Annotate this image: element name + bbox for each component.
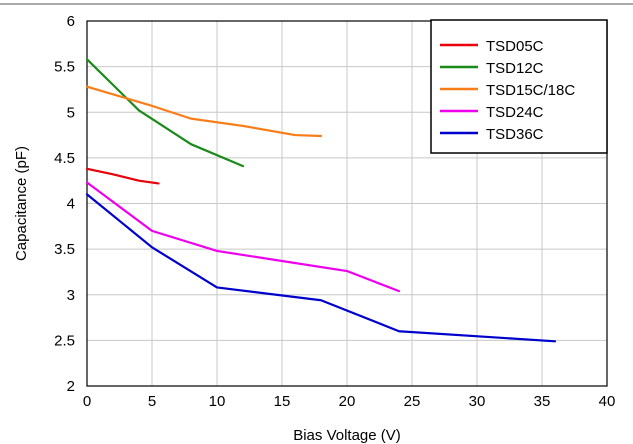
series-line-tsd05c	[85, 167, 160, 185]
y-tick-label: 3.5	[54, 241, 75, 258]
x-axis-label: Bias Voltage (V)	[293, 427, 401, 444]
x-tick-label: 25	[404, 393, 421, 410]
legend: TSD05C TSD12C TSD15C/18C TSD24C TSD36C	[430, 19, 608, 154]
y-tick-label: 5	[67, 104, 75, 121]
x-tick-labels: 0 5 10 15 20 25 30 35 40	[83, 393, 616, 410]
plot-frame	[86, 20, 608, 387]
y-tick-label: 5.5	[54, 59, 75, 76]
y-tick-label: 6	[67, 13, 75, 30]
y-tick-labels: 2 2.5 3 3.5 4 4.5 5 5.5 6	[54, 13, 75, 395]
x-tick-label: 30	[469, 393, 486, 410]
legend-label: TSD15C/18C	[486, 82, 575, 99]
x-tick-label: 5	[148, 393, 156, 410]
y-tick-label: 4	[67, 196, 75, 213]
legend-box	[430, 19, 608, 154]
y-tick-label: 2	[67, 378, 75, 395]
series-lines	[85, 58, 557, 343]
series-line-tsd36c	[85, 193, 557, 343]
x-tick-label: 10	[209, 393, 226, 410]
legend-label: TSD36C	[486, 126, 544, 143]
y-tick-label: 4.5	[54, 150, 75, 167]
series-line-tsd24c	[85, 181, 401, 293]
x-tick-label: 20	[339, 393, 356, 410]
series-line-tsd15c-18c	[85, 85, 323, 138]
legend-label: TSD24C	[486, 104, 544, 121]
x-tick-label: 0	[83, 393, 91, 410]
series-line-tsd12c	[85, 58, 245, 168]
legend-label: TSD05C	[486, 38, 544, 55]
x-tick-label: 35	[534, 393, 551, 410]
legend-label: TSD12C	[486, 60, 544, 77]
y-tick-label: 3	[67, 287, 75, 304]
x-tick-label: 40	[599, 393, 616, 410]
y-axis-label: Capacitance (pF)	[13, 146, 30, 261]
y-tick-label: 2.5	[54, 332, 75, 349]
x-tick-label: 15	[274, 393, 291, 410]
